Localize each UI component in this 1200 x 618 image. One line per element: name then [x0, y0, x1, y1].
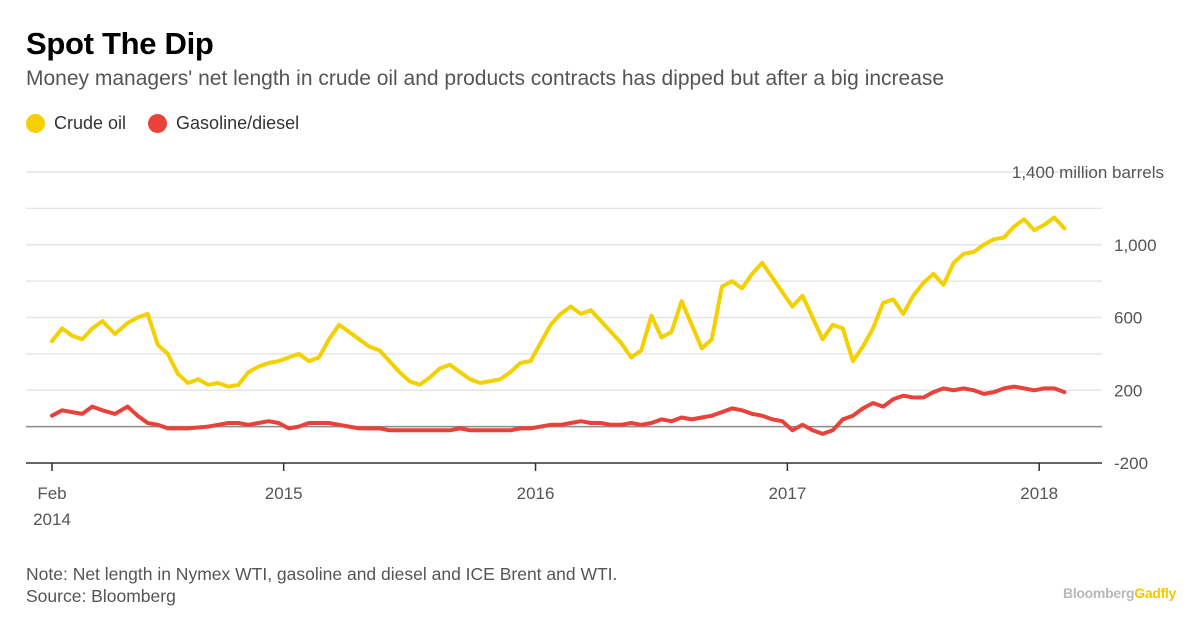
- legend-item-crude-oil: Crude oil: [26, 113, 126, 134]
- y-tick-label: 1,000: [1114, 236, 1157, 255]
- legend: Crude oil Gasoline/diesel: [26, 113, 321, 134]
- x-tick-label: 2017: [768, 484, 806, 503]
- y-tick-label: 1,400 million barrels: [1012, 163, 1164, 182]
- x-tick-label: 2016: [517, 484, 555, 503]
- brand-logo-part1: Bloomberg: [1063, 585, 1135, 601]
- grid-lines: [26, 171, 1102, 464]
- y-tick-label: 600: [1114, 309, 1142, 328]
- legend-swatch-gasoline-diesel: [148, 114, 168, 133]
- y-tick-label: 200: [1114, 381, 1142, 400]
- series-line-gasoline-diesel: [50, 384, 1067, 436]
- x-tick-label: Feb: [37, 484, 66, 503]
- series-lines: [50, 215, 1067, 436]
- chart-title: Spot The Dip: [26, 26, 214, 61]
- legend-label-crude-oil: Crude oil: [54, 113, 127, 133]
- chart-subtitle: Money managers' net length in crude oil …: [26, 67, 945, 90]
- y-axis: -200 200 600 1,000 1,400 million barrels: [1012, 163, 1164, 473]
- brand-logo-part2: Gadfly: [1134, 585, 1176, 601]
- series-line-crude-oil: [50, 215, 1067, 389]
- chart-note: Note: Net length in Nymex WTI, gasoline …: [26, 563, 617, 607]
- x-tick-label: 2014: [33, 510, 71, 529]
- x-axis: Feb 2014 2015 2016 2017 2018: [33, 463, 1058, 529]
- brand-logo: BloombergGadfly: [1063, 585, 1176, 601]
- x-tick-label: 2018: [1020, 484, 1058, 503]
- x-tick-label: 2015: [265, 484, 303, 503]
- legend-item-gasoline-diesel: Gasoline/diesel: [148, 113, 299, 134]
- y-tick-label: -200: [1114, 454, 1148, 473]
- legend-swatch-crude-oil: [26, 114, 45, 133]
- source-text: Source: Bloomberg: [26, 586, 176, 606]
- note-text: Note: Net length in Nymex WTI, gasoline …: [26, 564, 618, 584]
- legend-label-gasoline-diesel: Gasoline/diesel: [176, 113, 300, 133]
